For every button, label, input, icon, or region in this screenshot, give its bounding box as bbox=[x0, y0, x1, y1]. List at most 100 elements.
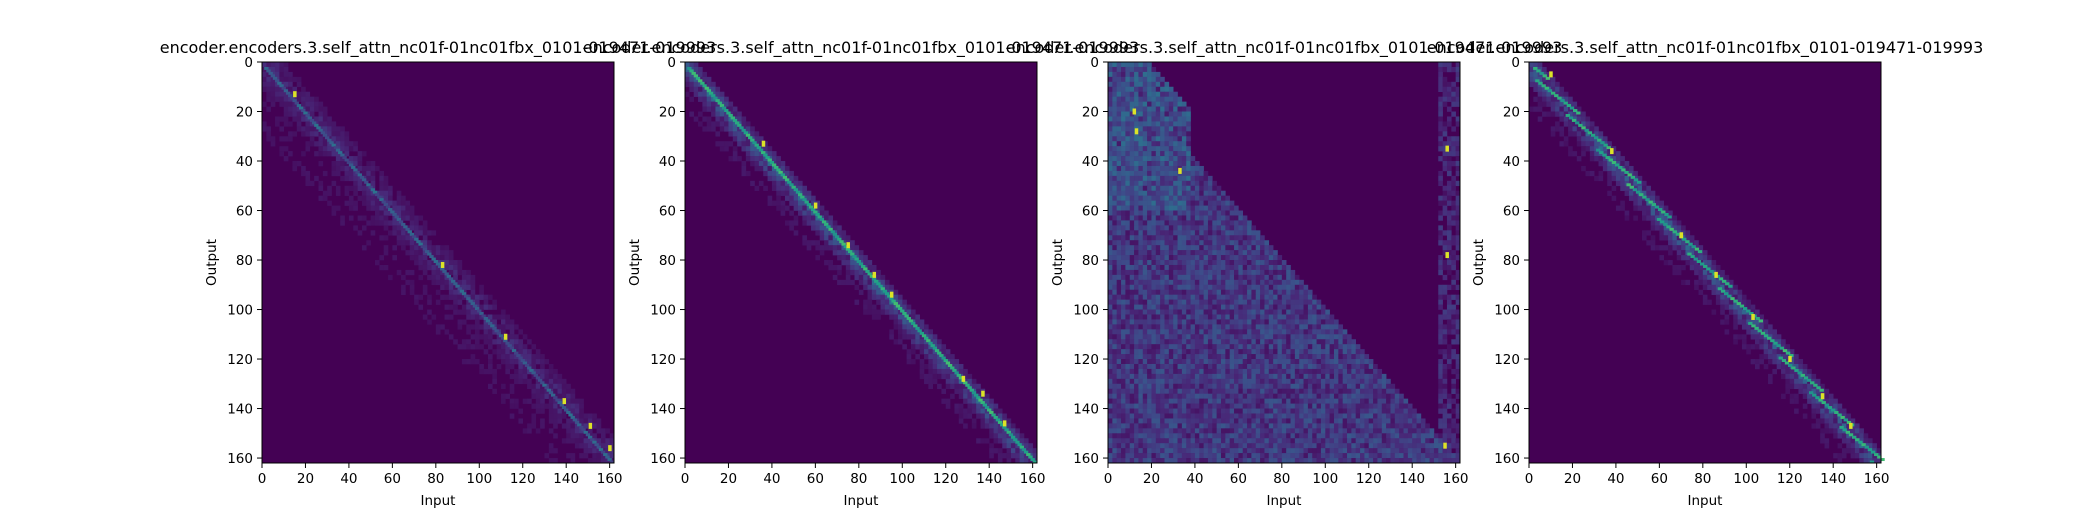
heatmap-cell bbox=[583, 423, 589, 429]
heatmap-cell bbox=[270, 136, 276, 142]
heatmap-cell bbox=[741, 116, 747, 122]
heatmap-cell bbox=[884, 304, 890, 310]
heatmap-cell bbox=[1238, 324, 1244, 330]
heatmap-cell bbox=[1338, 334, 1343, 340]
heatmap-cell bbox=[1129, 334, 1135, 340]
heatmap-cell bbox=[954, 363, 960, 370]
heatmap-cell bbox=[1129, 284, 1135, 291]
heatmap-cell bbox=[496, 363, 502, 370]
heatmap-cell bbox=[1108, 101, 1113, 107]
heatmap-cell bbox=[1446, 309, 1452, 315]
heatmap-cell bbox=[1216, 304, 1222, 310]
heatmap-cell bbox=[1134, 180, 1139, 187]
heatmap-cell bbox=[1164, 408, 1170, 414]
heatmap-cell bbox=[1155, 161, 1161, 167]
heatmap-cell bbox=[763, 141, 768, 147]
heatmap-cell bbox=[305, 146, 311, 152]
heatmap-cell bbox=[1442, 141, 1448, 147]
heatmap-cell bbox=[815, 255, 821, 261]
heatmap-cell bbox=[980, 408, 986, 414]
heatmap-cell bbox=[1147, 200, 1152, 206]
heatmap-cell bbox=[1290, 319, 1296, 325]
heatmap-cell bbox=[1181, 363, 1187, 370]
heatmap-cell bbox=[505, 334, 511, 340]
heatmap-cell bbox=[566, 428, 571, 434]
heatmap-cell bbox=[1264, 289, 1270, 295]
heatmap-cell bbox=[1138, 284, 1144, 291]
heatmap-cell bbox=[1142, 255, 1148, 261]
heatmap-cell bbox=[1125, 141, 1131, 147]
heatmap-cell bbox=[1129, 200, 1135, 206]
heatmap-cell bbox=[1316, 373, 1322, 380]
heatmap-cell bbox=[531, 403, 537, 409]
heatmap-cell bbox=[1247, 309, 1252, 315]
heatmap-cell bbox=[1142, 260, 1148, 266]
heatmap-cell bbox=[1177, 314, 1183, 320]
heatmap-cell bbox=[1403, 398, 1409, 404]
heatmap-cell bbox=[743, 131, 749, 135]
heatmap-cell bbox=[1325, 309, 1330, 315]
heatmap-cell bbox=[1010, 443, 1016, 449]
heatmap-cell bbox=[1125, 304, 1131, 310]
heatmap-cell bbox=[1229, 299, 1235, 305]
heatmap-cell bbox=[470, 279, 476, 286]
heatmap-cell bbox=[1181, 368, 1187, 375]
heatmap-cell bbox=[344, 131, 350, 137]
heatmap-cell bbox=[1307, 319, 1313, 325]
heatmap-cell bbox=[309, 180, 315, 187]
heatmap-cell bbox=[1438, 136, 1443, 142]
heatmap-cell bbox=[1181, 235, 1187, 241]
heatmap-cell bbox=[366, 175, 371, 182]
heatmap-cell bbox=[403, 225, 408, 229]
heatmap-cell bbox=[1194, 378, 1200, 385]
heatmap-cell bbox=[1286, 289, 1291, 295]
heatmap-cell bbox=[1112, 309, 1117, 315]
heatmap-cell bbox=[1251, 354, 1257, 360]
heatmap-cell bbox=[1451, 215, 1456, 221]
heatmap-cell bbox=[1186, 403, 1191, 409]
heatmap-cell bbox=[577, 423, 582, 427]
heatmap-cell bbox=[301, 165, 306, 172]
heatmap-cell bbox=[815, 212, 820, 216]
heatmap-cell bbox=[596, 428, 602, 434]
heatmap-cell bbox=[1312, 393, 1317, 399]
y-tick-label: 60 bbox=[659, 204, 676, 220]
heatmap-cell bbox=[383, 180, 389, 187]
heatmap-cell bbox=[1212, 279, 1217, 286]
heatmap-cell bbox=[1442, 151, 1448, 157]
heatmap-cell bbox=[305, 180, 311, 187]
heatmap-cell bbox=[919, 359, 925, 365]
heatmap-cell bbox=[971, 408, 977, 414]
heatmap-cell bbox=[522, 349, 528, 355]
heatmap-cell bbox=[409, 220, 415, 226]
heatmap-cell bbox=[1320, 334, 1326, 340]
heatmap-cell bbox=[1116, 383, 1122, 390]
heatmap-cell bbox=[1199, 408, 1204, 414]
heatmap-cell bbox=[1125, 81, 1131, 88]
heatmap-cell bbox=[1438, 359, 1443, 365]
heatmap-cell bbox=[1268, 403, 1274, 409]
heatmap-cell bbox=[732, 151, 738, 157]
heatmap-cell bbox=[1451, 250, 1456, 256]
heatmap-cell bbox=[301, 101, 306, 107]
heatmap-cell bbox=[1112, 71, 1117, 78]
heatmap-cell bbox=[1286, 378, 1291, 385]
heatmap-cell bbox=[732, 136, 738, 142]
y-tick-label: 40 bbox=[659, 154, 676, 170]
heatmap-cell bbox=[1147, 299, 1152, 305]
heatmap-cell bbox=[1181, 284, 1187, 291]
heatmap-cell bbox=[771, 180, 777, 187]
heatmap-cell bbox=[1151, 185, 1157, 192]
heatmap-cell bbox=[1164, 368, 1170, 375]
heatmap-cell bbox=[1455, 334, 1461, 340]
axes-frame bbox=[261, 61, 615, 464]
heatmap-cell bbox=[587, 448, 593, 454]
heatmap-cell bbox=[1455, 71, 1461, 78]
heatmap-cell bbox=[1164, 255, 1170, 261]
heatmap-cell bbox=[1216, 205, 1222, 211]
heatmap-cell bbox=[1138, 205, 1144, 211]
heatmap-cell bbox=[383, 220, 389, 226]
heatmap-cell bbox=[1446, 329, 1452, 335]
heatmap-cell bbox=[592, 418, 597, 424]
heatmap-cell bbox=[824, 260, 829, 266]
